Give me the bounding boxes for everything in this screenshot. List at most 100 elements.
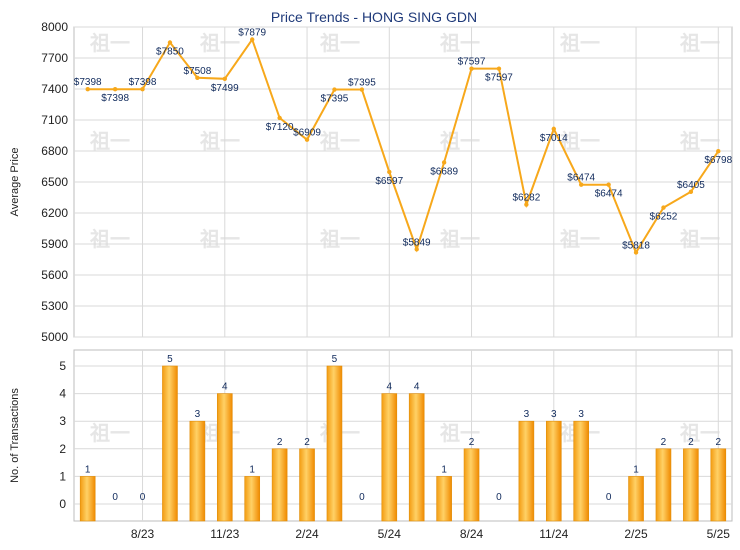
transactions-data-label: 1	[633, 464, 639, 475]
price-point	[359, 87, 365, 92]
watermark-mark: 祖一	[319, 129, 360, 153]
price-tick-label: 5900	[41, 237, 68, 251]
price-data-label: $6282	[512, 193, 540, 204]
price-point	[524, 202, 529, 207]
x-tick-label: 2/24	[295, 527, 319, 541]
transactions-bar	[683, 448, 699, 522]
transactions-bar	[655, 448, 672, 522]
transactions-data-label: 5	[167, 354, 173, 365]
transactions-data-label: 2	[661, 437, 667, 448]
price-data-label: $6597	[375, 176, 403, 187]
watermark-mark: 祖一	[559, 31, 600, 55]
price-point	[469, 66, 474, 71]
price-data-label: $5818	[622, 240, 650, 251]
transactions-bar	[326, 365, 343, 522]
transactions-data-label: 3	[578, 409, 584, 420]
price-tick-label: 5600	[41, 268, 68, 282]
price-point	[140, 87, 145, 92]
price-data-label: $7499	[211, 83, 239, 94]
transactions-bar	[463, 448, 480, 522]
transactions-data-label: 4	[414, 382, 420, 393]
watermark-mark: 祖一	[679, 129, 720, 153]
watermark-mark: 祖一	[89, 421, 130, 445]
watermark-mark: 祖一	[199, 129, 240, 153]
transactions-bar	[710, 448, 727, 522]
price-point	[195, 75, 200, 81]
price-tick-label: 6200	[41, 206, 68, 220]
price-data-label: $7508	[183, 66, 211, 77]
price-data-label: $6405	[677, 180, 705, 191]
transactions-bar	[79, 476, 96, 522]
transactions-data-label: 3	[195, 409, 201, 420]
x-tick-label: 8/23	[131, 527, 155, 541]
price-data-label: $7395	[348, 78, 376, 89]
transactions-data-label: 2	[716, 437, 722, 448]
x-tick-label: 8/24	[460, 527, 484, 541]
watermark-mark: 祖一	[89, 31, 130, 55]
transactions-panel: 祖一祖一祖一祖一祖一祖一5432108/2311/232/245/248/241…	[9, 349, 733, 541]
price-point	[441, 160, 447, 165]
price-tick-label: 6500	[41, 175, 68, 189]
transactions-data-label: 2	[469, 437, 475, 448]
price-point	[167, 40, 173, 45]
price-tick-label: 7100	[41, 113, 68, 127]
watermark-mark: 祖一	[89, 129, 130, 153]
transactions-bar	[545, 420, 562, 522]
transactions-data-label: 2	[277, 437, 283, 448]
price-point	[277, 115, 282, 121]
price-point	[414, 247, 419, 252]
watermark-mark: 祖一	[199, 227, 240, 251]
transactions-data-label: 5	[332, 354, 338, 365]
watermark-mark: 祖一	[89, 227, 130, 251]
price-data-label: $7014	[540, 133, 568, 144]
price-data-label: $6798	[704, 155, 732, 166]
watermark-mark: 祖一	[439, 421, 480, 445]
transactions-data-label: 1	[249, 464, 255, 475]
transactions-data-label: 1	[441, 464, 447, 475]
price-point	[112, 87, 118, 92]
transactions-data-label: 0	[140, 492, 146, 503]
price-data-label: $7597	[485, 73, 513, 84]
price-axis-title: Average Price	[9, 148, 21, 217]
price-data-label: $6252	[650, 212, 678, 223]
transactions-tick-label: 3	[59, 414, 66, 428]
watermark-mark: 祖一	[679, 227, 720, 251]
price-point	[579, 182, 584, 187]
price-data-label: $7850	[156, 47, 184, 58]
transactions-data-label: 1	[85, 464, 91, 475]
price-line	[87, 37, 720, 255]
watermark-mark: 祖一	[439, 129, 480, 153]
price-data-label: $6474	[595, 189, 623, 200]
transactions-bar	[299, 448, 315, 522]
transactions-bar	[162, 365, 178, 522]
transactions-plot-area	[73, 349, 733, 522]
watermark-mark: 祖一	[439, 227, 480, 251]
transactions-axis-title: No. of Transactions	[9, 388, 21, 483]
price-point	[661, 205, 666, 210]
watermark-mark: 祖一	[559, 227, 600, 251]
transactions-data-label: 4	[222, 382, 228, 393]
chart-title: Price Trends - HONG SING GDN	[271, 9, 477, 25]
transactions-bar	[216, 393, 233, 522]
watermark-mark: 祖一	[199, 31, 240, 55]
price-data-label: $7597	[458, 57, 486, 68]
price-data-label: $7398	[74, 77, 102, 88]
price-point	[304, 137, 310, 142]
price-point	[496, 66, 502, 71]
price-tick-label: 7400	[41, 82, 68, 96]
transactions-data-label: 0	[359, 492, 365, 503]
transactions-tick-label: 1	[59, 469, 66, 483]
transactions-bar	[573, 420, 590, 522]
transactions-tick-label: 4	[59, 387, 66, 401]
watermark-mark: 祖一	[319, 31, 360, 55]
price-point	[222, 76, 227, 81]
x-tick-label: 5/25	[707, 527, 731, 541]
price-point	[387, 169, 392, 175]
transactions-tick-label: 2	[59, 442, 66, 456]
price-tick-label: 8000	[41, 20, 68, 34]
transactions-bar	[189, 420, 206, 522]
price-tick-label: 7700	[41, 51, 68, 65]
price-data-label: $7398	[101, 93, 129, 104]
